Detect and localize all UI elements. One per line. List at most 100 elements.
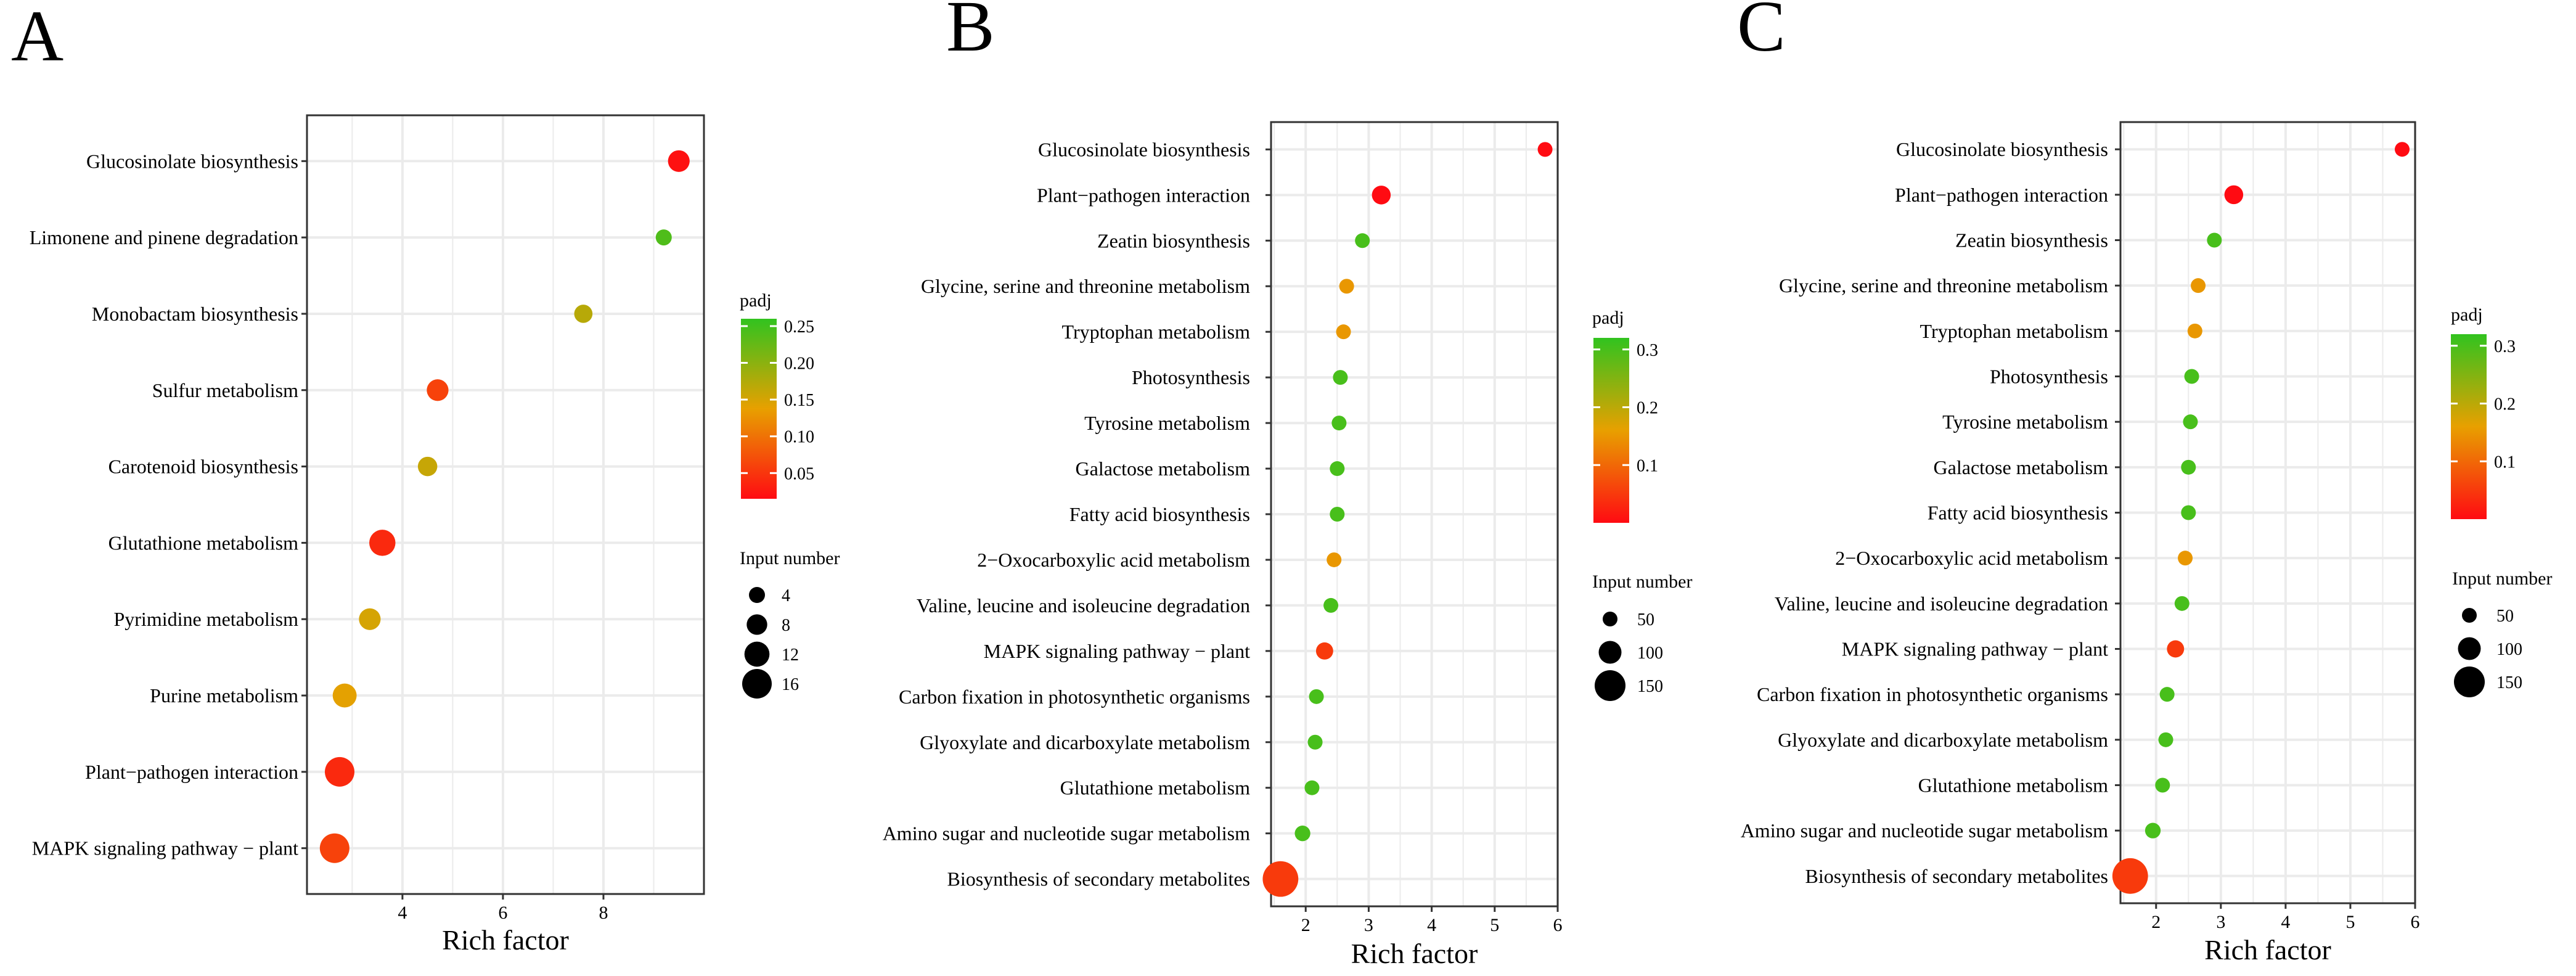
size-legend-label: 16 (782, 675, 799, 694)
panel-c: C Glucosinolate biosynthesis Plant−pathoge… (1737, 0, 2552, 966)
size-legend-dot (746, 614, 767, 635)
y-tick-label: Carotenoid biosynthesis (108, 456, 298, 478)
data-point (369, 530, 396, 556)
data-point (1294, 826, 1310, 842)
y-tick-label: Amino sugar and nucleotide sugar metabol… (883, 822, 1250, 845)
data-point (1336, 324, 1351, 340)
x-tick-label: 4 (2281, 912, 2290, 932)
size-legend-label: 50 (1637, 610, 1654, 629)
y-tick-label: Tryptophan metabolism (1920, 320, 2109, 342)
data-point (1309, 689, 1324, 704)
padj-legend-label: 0.2 (1637, 399, 1658, 418)
panel-letter: A (11, 0, 63, 76)
padj-colorbar (1593, 338, 1629, 523)
y-tick-label: Glycine, serine and threonine metabolism (1779, 274, 2108, 297)
x-axis-title: Rich factor (1351, 938, 1478, 969)
size-legend-label: 8 (782, 616, 790, 635)
data-point (1355, 233, 1370, 248)
y-tick-label: Photosynthesis (1132, 366, 1250, 388)
data-point (655, 229, 672, 246)
y-tick-label: Amino sugar and nucleotide sugar metabol… (1741, 819, 2108, 842)
y-tick-label: Zeatin biosynthesis (1955, 229, 2108, 252)
data-point (1331, 416, 1347, 431)
data-point (2174, 596, 2190, 611)
size-legend-dot (1603, 612, 1617, 626)
size-legend-label: 100 (2496, 640, 2522, 659)
y-tick-label: Plant−pathogen interaction (1895, 184, 2108, 206)
panel-b: B Glucosinolate biosynthesis Plant−pathoge… (883, 0, 1693, 969)
y-tick-label: Photosynthesis (1990, 366, 2108, 388)
data-point (1304, 780, 1320, 795)
y-tick-label: Glucosinolate biosynthesis (1038, 138, 1250, 160)
y-tick-label: Plant−pathogen interaction (85, 761, 298, 783)
y-tick-label: Fatty acid biosynthesis (1069, 503, 1250, 525)
padj-legend-label: 0.3 (1637, 341, 1658, 360)
y-tick-label: Limonene and pinene degradation (30, 226, 298, 248)
x-tick-label: 4 (1427, 915, 1436, 935)
y-tick-label: 2−Oxocarboxylic acid metabolism (1835, 547, 2108, 569)
y-tick-label: Glutathione metabolism (108, 531, 299, 554)
y-tick-label: Carbon fixation in photosynthetic organi… (899, 686, 1250, 708)
y-tick-label: MAPK signaling pathway − plant (984, 640, 1250, 662)
padj-legend-label: 0.10 (784, 428, 814, 447)
y-tick-label: Tyrosine metabolism (1084, 412, 1250, 434)
x-tick-label: 5 (1490, 915, 1499, 935)
y-tick-label: Monobactam biosynthesis (92, 303, 298, 325)
x-tick-label: 5 (2345, 912, 2355, 932)
panel-letter: B (946, 0, 995, 67)
data-point (324, 757, 354, 787)
data-point (2187, 323, 2202, 338)
data-point (668, 150, 690, 172)
padj-legend-label: 0.25 (784, 318, 814, 337)
padj-colorbar (2451, 334, 2487, 519)
data-point (1339, 279, 1354, 294)
data-point (1537, 142, 1553, 157)
data-point (2224, 185, 2244, 205)
data-point (2167, 640, 2185, 658)
y-tick-label: Zeatin biosynthesis (1097, 229, 1250, 252)
data-point (1330, 507, 1345, 522)
y-tick-label: Tryptophan metabolism (1062, 321, 1251, 343)
padj-legend-label: 0.3 (2494, 337, 2516, 356)
size-legend-dot (749, 587, 765, 603)
y-tick-label: Purine metabolism (150, 684, 298, 707)
x-tick-label: 6 (2411, 912, 2420, 932)
panel-a: A Glucosinolate biosynthesis Limonene and … (11, 0, 840, 956)
padj-colorbar (741, 319, 777, 499)
size-legend-dot (2454, 666, 2485, 697)
size-legend-dot (2458, 637, 2481, 660)
data-point (2191, 278, 2206, 293)
padj-legend-label: 0.1 (1637, 456, 1658, 475)
size-legend-label: 4 (782, 586, 790, 605)
data-point (1315, 642, 1333, 660)
data-point (2181, 459, 2196, 475)
y-tick-label: Glyoxylate and dicarboxylate metabolism (1778, 729, 2108, 751)
y-tick-label: 2−Oxocarboxylic acid metabolism (977, 549, 1250, 571)
data-point (1327, 552, 1342, 567)
size-legend-label: 100 (1637, 644, 1663, 663)
data-point (1307, 734, 1323, 750)
y-tick-label: Glutathione metabolism (1918, 774, 2109, 796)
size-legend-dot (742, 669, 772, 699)
y-tick-label: Tyrosine metabolism (1942, 411, 2108, 433)
data-point (359, 608, 381, 630)
y-tick-label: MAPK signaling pathway − plant (1842, 638, 2108, 660)
y-tick-label: Glucosinolate biosynthesis (86, 150, 298, 172)
panel-letter: C (1737, 0, 1786, 67)
padj-legend-label: 0.05 (784, 464, 814, 483)
size-legend-dot (744, 641, 770, 667)
x-tick-label: 3 (1364, 915, 1373, 935)
size-legend-dot (2462, 608, 2477, 623)
y-tick-label: Pyrimidine metabolism (113, 608, 298, 630)
y-tick-label: Biosynthesis of secondary metabolites (947, 868, 1250, 890)
size-legend-label: 150 (2496, 673, 2522, 692)
padj-legend-label: 0.1 (2494, 453, 2516, 472)
padj-legend-title: padj (2451, 305, 2483, 325)
y-tick-label: Glucosinolate biosynthesis (1896, 138, 2108, 160)
data-point (2145, 822, 2161, 839)
data-point (2178, 551, 2193, 566)
data-point (332, 683, 357, 708)
size-legend-dot (1595, 670, 1625, 701)
data-point (2158, 732, 2173, 747)
